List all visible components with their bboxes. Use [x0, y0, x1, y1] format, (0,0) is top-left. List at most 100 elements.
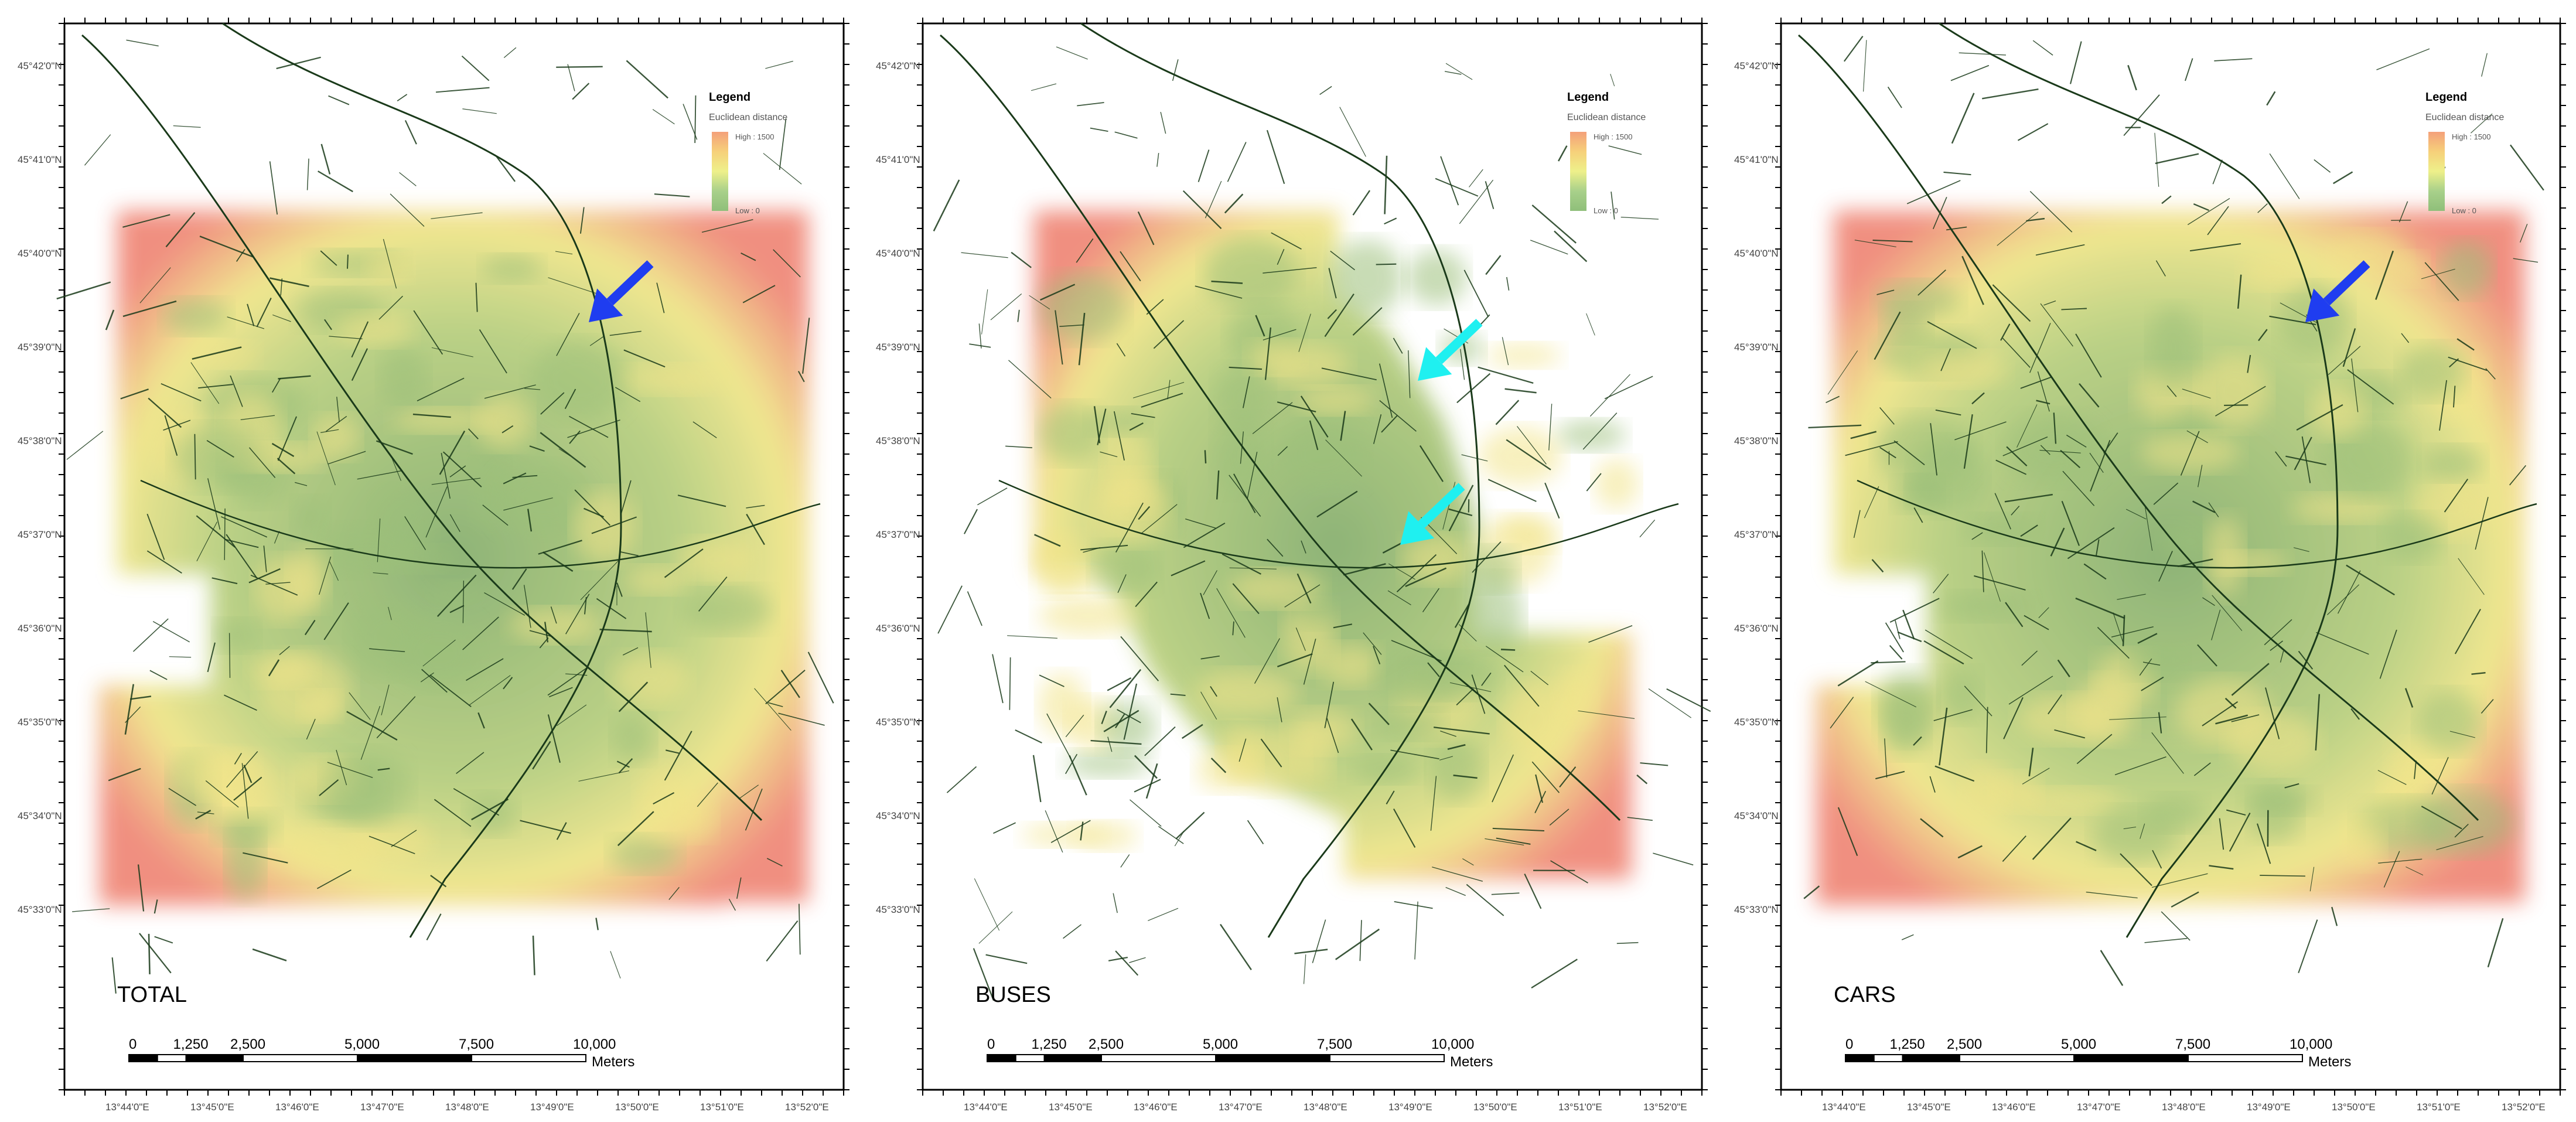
road-segment — [351, 321, 369, 358]
road-segment — [263, 545, 267, 572]
latitude-label: 45°42'0"N — [18, 60, 62, 71]
road-segment — [225, 538, 259, 548]
road-segment — [683, 104, 698, 140]
road-segment — [664, 731, 692, 781]
road-segment — [1971, 532, 1983, 540]
road-segment — [404, 120, 417, 145]
road-segment — [197, 811, 214, 814]
road-segment — [148, 933, 151, 974]
road-segment — [1050, 820, 1091, 843]
road-network — [1798, 22, 2544, 986]
road-segment — [1007, 635, 1057, 639]
road-segment — [1008, 360, 1052, 399]
legend-title: Legend — [709, 91, 750, 104]
road-segment — [2471, 671, 2486, 675]
road-segment — [276, 56, 321, 70]
latitude-label: 45°33'0"N — [1734, 904, 1779, 915]
road-segment — [1229, 475, 1261, 517]
road-segment — [2123, 94, 2160, 137]
road-segment — [1906, 180, 1961, 204]
heat-blob — [1556, 420, 1626, 451]
road-segment — [357, 470, 402, 480]
road-segment — [1982, 88, 2039, 100]
road-segment — [2347, 369, 2394, 405]
latitude-label: 45°42'0"N — [1734, 60, 1779, 71]
road-segment — [985, 954, 1028, 964]
road-segment — [1469, 169, 1483, 187]
road-segment — [766, 920, 799, 962]
road-segment — [224, 694, 257, 711]
road-segment — [645, 612, 651, 669]
road-segment — [1913, 736, 1922, 746]
road-segment — [2270, 640, 2283, 652]
heat-blob — [1038, 595, 1139, 636]
road-segment — [1263, 267, 1317, 274]
road-segment — [1933, 574, 1949, 594]
road-segment — [230, 375, 243, 407]
road-segment — [1117, 709, 1141, 724]
road-segment — [1359, 920, 1362, 961]
road-segment — [1616, 942, 1639, 944]
heat-blob — [1919, 352, 2007, 387]
road-segment — [2017, 123, 2049, 141]
longitude-label: 13°50'0"E — [2332, 1101, 2376, 1113]
road-segment — [2180, 431, 2200, 476]
road-segment — [596, 598, 627, 619]
latitude-label: 45°39'0"N — [876, 342, 920, 353]
road-segment — [1113, 411, 1125, 461]
road-segment — [190, 362, 220, 404]
road-segment — [1461, 454, 1488, 462]
road-segment — [565, 673, 588, 676]
heat-blob — [1882, 304, 1930, 342]
road-segment — [1009, 657, 1011, 710]
legend-subtitle: Euclidean distance — [709, 112, 787, 122]
road-segment — [2097, 626, 2130, 659]
road-segment — [1889, 598, 1940, 623]
heat-blob — [215, 619, 259, 652]
legend-ramp — [2428, 132, 2445, 211]
heat-blob — [2342, 817, 2384, 869]
road-segment — [2161, 911, 2191, 941]
road-segment — [165, 212, 196, 248]
road-segment — [1324, 293, 1354, 337]
road-segment — [1456, 688, 1474, 706]
road-segment — [1129, 957, 1146, 963]
road-segment — [2151, 873, 2208, 888]
road-segment — [967, 591, 982, 626]
road-segment — [620, 480, 632, 514]
road-segment — [1422, 588, 1440, 613]
road-segment — [1405, 567, 1447, 587]
road-segment — [2198, 465, 2203, 487]
arrows-layer — [2305, 260, 2370, 322]
road-segment — [1267, 538, 1284, 557]
latitude-label: 45°36'0"N — [18, 623, 62, 634]
road-segment — [1227, 142, 1247, 182]
latitude-label: 45°38'0"N — [876, 435, 920, 446]
road-segment — [547, 714, 561, 763]
road-segment — [736, 877, 742, 899]
road-segment — [1134, 779, 1161, 793]
road-segment — [992, 654, 1004, 704]
latitude-labels: 45°42'0"N 45°41'0"N 45°40'0"N 45°39'0"N 45°3… — [18, 60, 62, 915]
heat-blob — [612, 714, 654, 764]
road-segment — [2060, 449, 2081, 469]
road-segment — [327, 762, 373, 778]
road-segment — [595, 918, 599, 930]
scale-segment — [1015, 1054, 1045, 1062]
panel-label: CARS — [1834, 983, 1896, 1007]
road-segment — [236, 248, 245, 262]
road-segment — [1444, 71, 1462, 75]
road-segment — [72, 908, 110, 912]
road-segment — [306, 158, 309, 190]
road-segment — [1640, 762, 1669, 766]
road-segment — [961, 252, 1008, 258]
heatmap-layer — [1816, 211, 2525, 905]
road-segment — [1445, 63, 1473, 80]
road-segment — [336, 397, 340, 422]
road-segment — [746, 513, 765, 545]
road-segment — [125, 706, 141, 723]
longitude-label: 13°48'0"E — [445, 1101, 489, 1113]
road-segment — [192, 346, 242, 360]
road-segment — [2378, 858, 2423, 864]
road-segment — [2424, 262, 2459, 301]
